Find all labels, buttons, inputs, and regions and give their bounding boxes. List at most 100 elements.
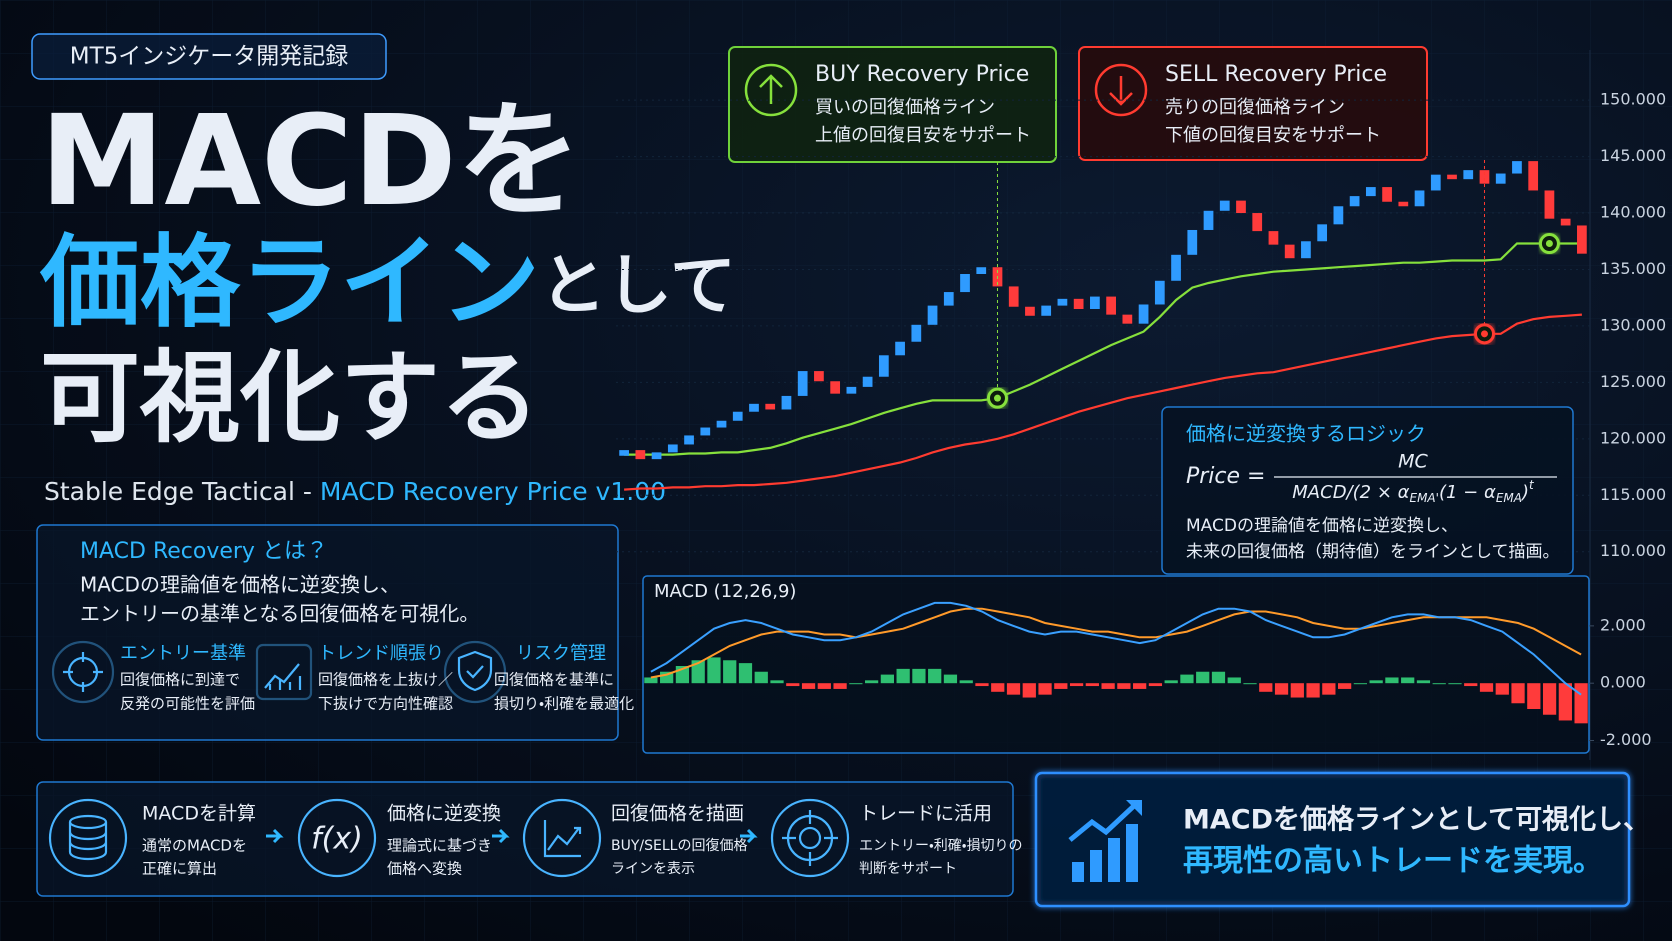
y-tick-label: 120.000 bbox=[1600, 428, 1666, 447]
feature-line: 損切り・利確を最適化 bbox=[494, 695, 634, 713]
candle bbox=[781, 395, 792, 410]
candle bbox=[1447, 174, 1457, 180]
y-tick-label: 145.000 bbox=[1600, 146, 1666, 165]
histogram-bar bbox=[1290, 683, 1304, 698]
about-title: MACD Recovery とは？ bbox=[80, 539, 328, 564]
step-title: トレードに活用 bbox=[859, 803, 992, 825]
logic-line: 未来の回復価格（期待値）をラインとして描画。 bbox=[1186, 542, 1560, 562]
step-title: 回復価格を描画 bbox=[611, 803, 744, 825]
card-line: 売りの回復価格ライン bbox=[1165, 97, 1345, 118]
feature-line: 下抜けで方向性確認 bbox=[318, 695, 453, 713]
step-line: 判断をサポート bbox=[859, 861, 957, 877]
histogram-bar bbox=[660, 671, 674, 684]
candle bbox=[732, 411, 743, 421]
candle bbox=[1122, 314, 1133, 324]
candle bbox=[976, 267, 987, 275]
histogram-bar bbox=[1369, 680, 1383, 684]
feature-title: トレンド順張り bbox=[318, 643, 444, 664]
histogram-bar bbox=[1196, 671, 1210, 684]
histogram-bar bbox=[1353, 683, 1368, 685]
formula-part: MACD/(2 × α bbox=[1292, 482, 1409, 503]
histogram-bar bbox=[801, 683, 816, 689]
candle bbox=[1138, 304, 1149, 324]
histogram-bar bbox=[1148, 683, 1163, 687]
candle bbox=[814, 371, 824, 382]
candle bbox=[651, 452, 662, 460]
histogram-bar bbox=[943, 674, 958, 684]
logic-title: 価格に逆変換するロジック bbox=[1186, 422, 1426, 446]
candle bbox=[1301, 241, 1311, 259]
histogram-bar bbox=[880, 674, 895, 684]
sell-card bbox=[1078, 46, 1428, 161]
candle bbox=[1544, 190, 1555, 219]
formula-numerator: MC bbox=[1398, 451, 1428, 473]
histogram-bar bbox=[1542, 683, 1557, 715]
macd-line bbox=[650, 601, 1582, 696]
histogram-bar bbox=[1464, 683, 1478, 687]
candle bbox=[716, 420, 727, 428]
feature-icon bbox=[443, 640, 507, 704]
candle bbox=[830, 381, 841, 394]
title-rest: として bbox=[540, 247, 736, 324]
histogram-bar bbox=[817, 683, 831, 689]
feature-line: 回復価格を上抜け／ bbox=[318, 671, 453, 689]
formula-part: (1 − α bbox=[1439, 482, 1496, 503]
formula-sup: t bbox=[1529, 478, 1535, 492]
card-line: 上値の回復目安をサポート bbox=[815, 125, 1031, 146]
candle bbox=[895, 341, 905, 356]
candle bbox=[635, 450, 646, 460]
candle bbox=[700, 427, 711, 436]
formula-part: ) bbox=[1520, 482, 1529, 503]
tag-box bbox=[31, 33, 387, 80]
histogram-bar bbox=[786, 683, 800, 687]
histogram-bar bbox=[1416, 680, 1431, 684]
histogram-bar bbox=[691, 660, 705, 684]
histogram-bar bbox=[1558, 683, 1572, 721]
recovery-line bbox=[624, 242, 1582, 456]
step-line: BUY/SELLの回復価格 bbox=[611, 837, 747, 854]
title-line2: 価格ラインとして bbox=[39, 224, 736, 341]
feature-title: リスク管理 bbox=[516, 643, 606, 664]
marker-dot bbox=[1545, 240, 1553, 248]
logic-line: MACDの理論値を価格に逆変換し、 bbox=[1186, 516, 1458, 536]
histogram-bar bbox=[738, 663, 753, 684]
banner-line1: MACDを価格ラインとして可視化し、 bbox=[1183, 805, 1650, 836]
step-line: 通常のMACDを bbox=[142, 837, 247, 855]
histogram-bar bbox=[1038, 683, 1052, 695]
step-line: 正確に算出 bbox=[142, 860, 217, 878]
title-line3: 可視化する bbox=[40, 339, 540, 456]
histogram-bar bbox=[1117, 683, 1131, 689]
histogram-bar bbox=[1227, 677, 1241, 684]
candle bbox=[1414, 190, 1425, 207]
buy-arrow bbox=[759, 74, 783, 104]
y-tick-label: 2.000 bbox=[1600, 615, 1646, 634]
formula-lhs: Price = bbox=[1186, 464, 1265, 489]
feature-icon bbox=[255, 643, 313, 701]
candle bbox=[1025, 306, 1035, 316]
candle bbox=[1495, 173, 1506, 184]
candle bbox=[927, 305, 938, 325]
histogram-bar bbox=[1085, 683, 1099, 687]
histogram-bar bbox=[723, 660, 737, 684]
histogram-bar bbox=[1243, 683, 1257, 685]
formula-denominator: MACD/(2 × αEMA'(1 − αEMA)t bbox=[1292, 478, 1535, 505]
formula-sub: EMA' bbox=[1409, 491, 1438, 505]
histogram-bar bbox=[1006, 683, 1021, 695]
step-title: 価格に逆変換 bbox=[387, 803, 501, 825]
banner-panel bbox=[1034, 771, 1631, 908]
candle bbox=[1236, 200, 1246, 214]
candle bbox=[1560, 218, 1571, 226]
histogram-bar bbox=[991, 683, 1005, 692]
histogram-bar bbox=[1022, 683, 1036, 698]
sell-arrow bbox=[1109, 76, 1133, 106]
candle bbox=[1171, 254, 1181, 281]
formula-sub: EMA bbox=[1496, 491, 1522, 505]
subtitle: Stable Edge Tactical - MACD Recovery Pri… bbox=[44, 477, 666, 506]
candle bbox=[1203, 210, 1214, 230]
candle bbox=[878, 355, 889, 377]
step-icon bbox=[48, 798, 128, 878]
y-tick-label: 140.000 bbox=[1600, 203, 1666, 222]
candle bbox=[846, 386, 857, 394]
y-tick-label: 110.000 bbox=[1600, 541, 1666, 560]
